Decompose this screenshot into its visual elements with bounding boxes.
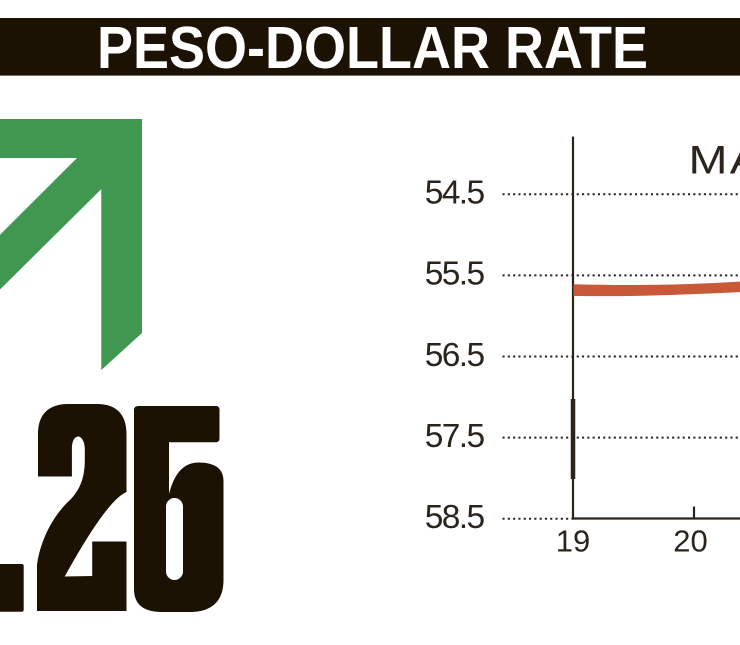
svg-text:19: 19 (556, 523, 590, 558)
svg-text:57.5: 57.5 (425, 418, 485, 455)
svg-text:56.5: 56.5 (425, 337, 485, 374)
svg-text:20: 20 (673, 523, 707, 558)
svg-text:58.5: 58.5 (425, 499, 485, 536)
svg-text:PESO-DOLLAR RATE: PESO-DOLLAR RATE (97, 15, 648, 81)
svg-text:55.5: 55.5 (425, 256, 485, 293)
svg-text:54.5: 54.5 (425, 175, 485, 212)
svg-text:MAR: MAR (689, 139, 740, 183)
